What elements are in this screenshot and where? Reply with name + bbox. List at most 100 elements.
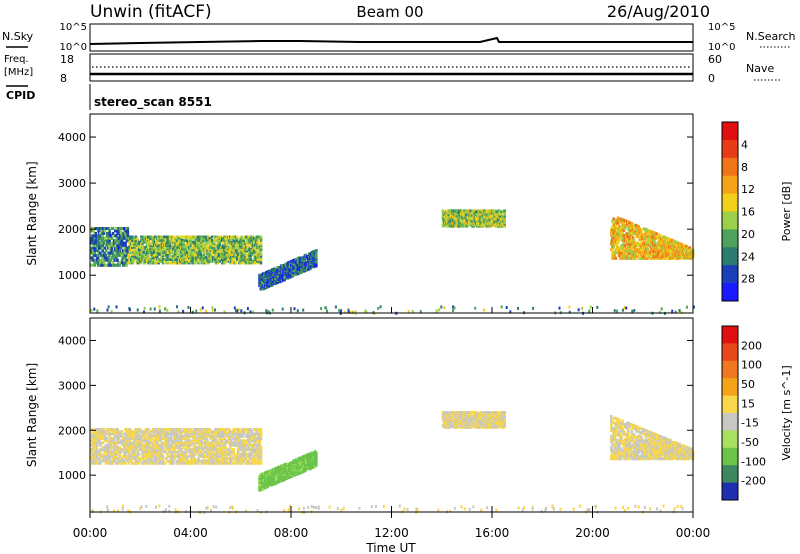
data-cell xyxy=(146,452,150,456)
data-cell xyxy=(452,305,455,309)
data-cell xyxy=(96,434,100,438)
data-cell xyxy=(117,437,120,440)
colorbar-swatch xyxy=(722,265,738,284)
data-cell xyxy=(198,437,201,440)
data-cell xyxy=(214,308,216,312)
data-cell xyxy=(185,457,189,461)
data-cell xyxy=(112,253,116,257)
data-cell xyxy=(224,258,227,261)
data-cell xyxy=(140,235,143,239)
data-cell xyxy=(407,310,410,313)
data-cell xyxy=(182,247,185,251)
data-cell xyxy=(110,256,114,260)
data-cell xyxy=(94,227,98,230)
data-cell xyxy=(173,452,176,456)
data-cell xyxy=(205,247,208,251)
data-cell xyxy=(294,273,298,277)
data-cell xyxy=(517,306,519,310)
y-tick-label: 2000 xyxy=(58,223,86,236)
data-cell xyxy=(172,235,175,239)
data-cell xyxy=(143,310,145,314)
data-cell xyxy=(635,256,638,260)
data-cell xyxy=(176,245,180,249)
data-cell xyxy=(620,256,623,260)
data-cell xyxy=(131,239,134,242)
data-cell xyxy=(639,246,643,250)
data-cell xyxy=(223,428,226,431)
data-cell xyxy=(107,430,110,434)
data-cell xyxy=(658,234,662,237)
data-cell xyxy=(169,437,173,440)
data-cell xyxy=(229,251,232,254)
data-cell xyxy=(151,249,155,253)
data-cell xyxy=(232,452,235,456)
data-cell xyxy=(152,252,156,256)
data-cell xyxy=(153,261,157,265)
data-cell xyxy=(616,309,618,313)
data-cell xyxy=(482,224,486,228)
data-cell xyxy=(158,305,161,309)
data-cell xyxy=(128,235,132,239)
data-cell xyxy=(172,439,175,443)
data-cell xyxy=(635,235,638,238)
data-cell xyxy=(232,450,235,454)
data-cell xyxy=(178,239,182,242)
data-cell xyxy=(240,261,243,265)
data-cell xyxy=(182,240,185,244)
data-cell xyxy=(662,239,665,243)
data-cell xyxy=(119,439,123,443)
data-cell xyxy=(101,437,104,440)
data-cell xyxy=(230,450,233,454)
data-cell xyxy=(218,446,222,449)
data-cell xyxy=(112,439,116,443)
data-cell xyxy=(674,310,677,314)
data-cell xyxy=(147,251,150,254)
data-cell xyxy=(185,434,189,438)
data-cell xyxy=(639,230,643,233)
data-cell xyxy=(230,249,233,253)
data-cell xyxy=(197,237,200,241)
data-cell xyxy=(99,461,102,465)
power-ground-scatter xyxy=(90,305,695,316)
data-cell xyxy=(90,308,93,312)
data-cell xyxy=(115,455,118,458)
data-cell xyxy=(581,306,584,310)
data-cell xyxy=(236,448,240,452)
data-cell xyxy=(232,251,235,254)
data-cell xyxy=(199,432,202,436)
data-cell xyxy=(135,256,139,260)
data-cell xyxy=(160,256,164,260)
data-cell xyxy=(225,455,229,458)
data-cell xyxy=(201,441,205,445)
data-cell xyxy=(209,249,213,253)
data-cell xyxy=(201,249,205,253)
data-cell xyxy=(221,455,224,458)
data-cell xyxy=(100,241,103,245)
data-cell xyxy=(134,452,137,456)
data-cell xyxy=(246,237,249,241)
data-cell xyxy=(630,247,634,251)
data-cell xyxy=(611,239,614,243)
data-cell xyxy=(157,452,160,456)
data-cell xyxy=(131,261,134,265)
data-cell xyxy=(95,455,99,458)
data-cell xyxy=(189,239,192,242)
nsky-label: N.Sky xyxy=(2,30,34,43)
data-cell xyxy=(438,308,441,312)
data-cell xyxy=(251,261,255,265)
data-cell xyxy=(139,459,142,463)
data-cell xyxy=(243,439,247,443)
data-cell xyxy=(621,308,624,312)
data-cell xyxy=(628,233,631,237)
data-cell xyxy=(611,242,614,246)
data-cell xyxy=(147,237,150,241)
data-cell xyxy=(115,256,118,260)
data-cell xyxy=(127,239,131,242)
data-cell xyxy=(225,459,229,463)
data-cell xyxy=(92,432,95,436)
data-cell xyxy=(193,434,197,438)
data-cell xyxy=(144,256,148,260)
data-cell xyxy=(180,461,183,465)
data-cell xyxy=(622,241,626,245)
